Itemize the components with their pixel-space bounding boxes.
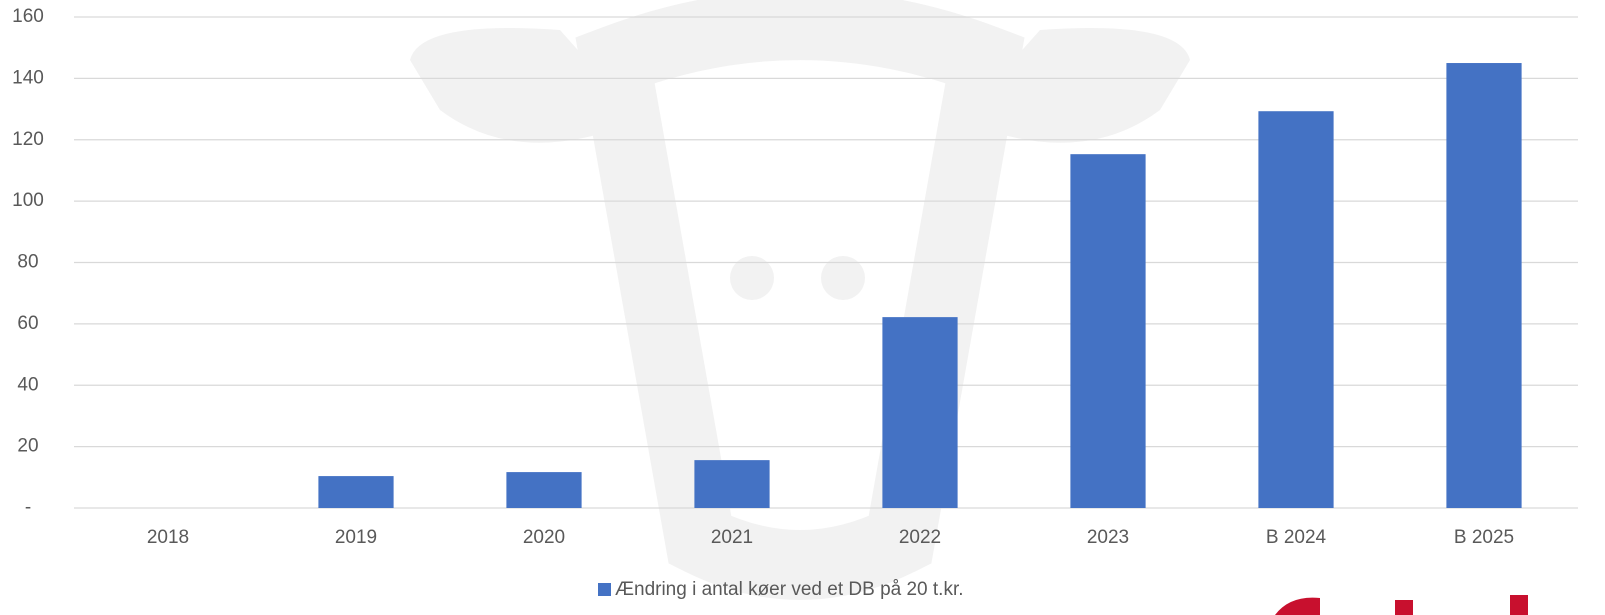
- x-tick-label: 2020: [523, 527, 565, 548]
- y-tick-label: 140: [12, 67, 44, 88]
- y-tick-label: 40: [17, 374, 38, 395]
- bar: [1258, 111, 1334, 508]
- x-tick-label: B 2024: [1266, 527, 1327, 548]
- legend-swatch: [598, 583, 611, 596]
- y-tick-label: 80: [17, 252, 38, 273]
- x-tick-label: 2021: [711, 527, 753, 548]
- legend-label: Ændring i antal køer ved et DB på 20 t.k…: [615, 579, 964, 600]
- bar: [882, 317, 958, 508]
- x-tick-label: 2019: [335, 527, 377, 548]
- y-tick-label: 100: [12, 190, 44, 211]
- y-tick-label: -: [25, 497, 31, 518]
- bar: [318, 476, 394, 508]
- watermark: [410, 0, 1190, 600]
- y-tick-label: 20: [17, 436, 38, 457]
- x-tick-label: 2022: [899, 527, 941, 548]
- logo-fragment: [1275, 595, 1528, 615]
- x-tick-label: 2023: [1087, 527, 1129, 548]
- bar: [506, 472, 582, 508]
- x-tick-label: 2018: [147, 527, 189, 548]
- y-tick-label: 60: [17, 313, 38, 334]
- bar: [1070, 154, 1146, 508]
- bar: [1446, 63, 1522, 508]
- x-tick-label: B 2025: [1454, 527, 1514, 548]
- y-tick-label: 160: [12, 6, 44, 27]
- bar: [694, 460, 770, 508]
- y-tick-label: 120: [12, 129, 44, 150]
